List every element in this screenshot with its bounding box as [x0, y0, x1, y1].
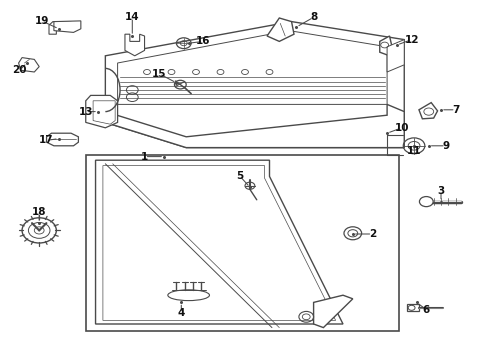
Text: 5: 5	[237, 171, 244, 181]
Polygon shape	[118, 31, 387, 104]
Polygon shape	[19, 58, 39, 72]
Text: 16: 16	[196, 36, 211, 46]
Polygon shape	[380, 36, 392, 56]
Text: 2: 2	[369, 229, 376, 239]
Circle shape	[22, 218, 56, 243]
Circle shape	[28, 222, 50, 238]
Text: 15: 15	[152, 69, 167, 79]
Polygon shape	[54, 21, 81, 32]
Circle shape	[419, 197, 433, 207]
Text: 12: 12	[404, 35, 419, 45]
Polygon shape	[267, 18, 294, 41]
Polygon shape	[314, 295, 353, 328]
Text: 7: 7	[452, 105, 460, 115]
Text: 8: 8	[310, 12, 317, 22]
Polygon shape	[49, 22, 71, 34]
Text: 10: 10	[394, 123, 409, 133]
Text: 3: 3	[438, 186, 444, 196]
Text: 9: 9	[442, 141, 449, 151]
Bar	[86, 155, 399, 331]
Text: 6: 6	[423, 305, 430, 315]
Polygon shape	[105, 22, 404, 148]
Polygon shape	[105, 104, 404, 148]
Text: 18: 18	[32, 207, 47, 217]
Circle shape	[34, 227, 44, 234]
Polygon shape	[96, 160, 343, 324]
Text: 14: 14	[125, 12, 140, 22]
Polygon shape	[47, 133, 78, 146]
Text: 20: 20	[12, 65, 27, 75]
Polygon shape	[86, 95, 118, 128]
Polygon shape	[407, 304, 419, 311]
Text: 1: 1	[141, 152, 148, 162]
Text: 11: 11	[407, 146, 421, 156]
Text: 13: 13	[78, 107, 93, 117]
Polygon shape	[125, 34, 145, 56]
Polygon shape	[387, 40, 404, 72]
Text: 17: 17	[39, 135, 54, 145]
Polygon shape	[419, 103, 438, 119]
Text: 19: 19	[34, 16, 49, 26]
Text: 4: 4	[177, 308, 185, 318]
